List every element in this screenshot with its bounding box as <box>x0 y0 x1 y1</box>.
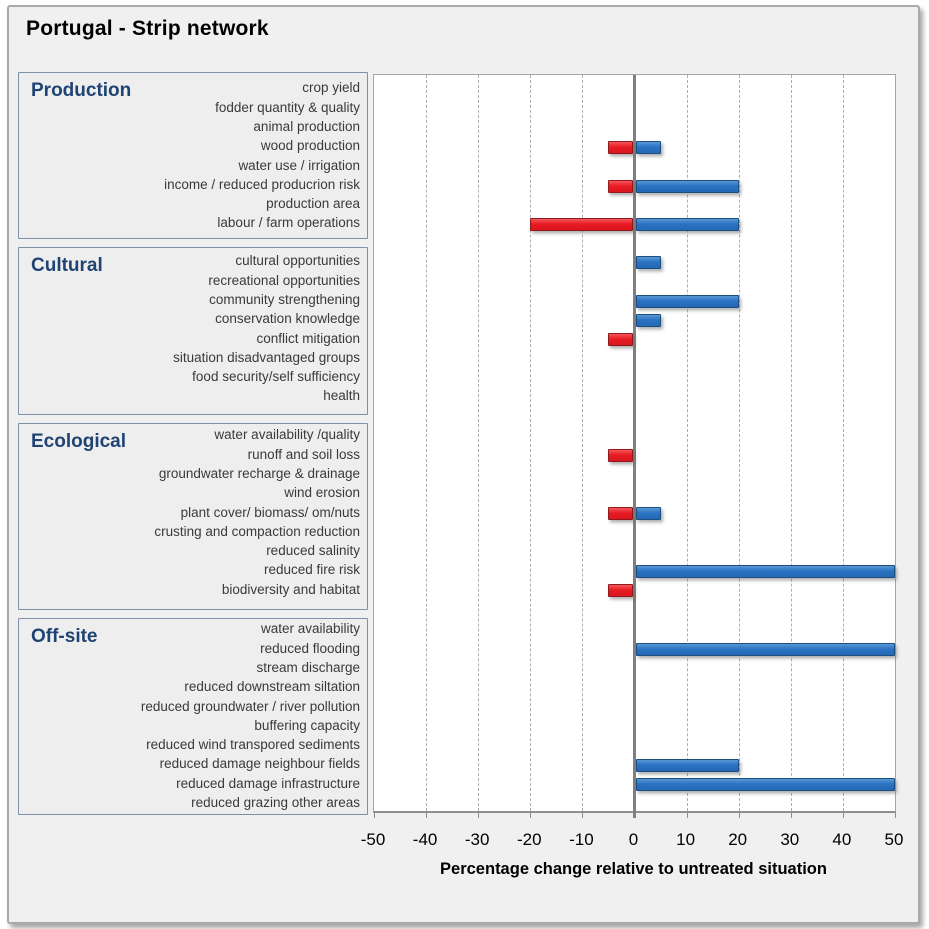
row-label: plant cover/ biomass/ om/nuts <box>180 504 360 520</box>
section-box-production: Production crop yield fodder quantity & qu… <box>18 72 368 239</box>
bar-positive <box>636 294 739 308</box>
bar-negative <box>608 333 633 347</box>
section-heading: Production <box>31 80 132 101</box>
bar-positive <box>636 778 895 792</box>
row-label: situation disadvantaged groups <box>173 349 360 365</box>
bar-positive <box>636 643 895 657</box>
bar-negative <box>608 179 633 193</box>
row-label: reduced downstream siltation <box>184 679 360 695</box>
chart-title: Portugal - Strip network <box>26 17 269 40</box>
row-label: fodder quantity & quality <box>215 99 360 115</box>
gridline <box>426 75 428 811</box>
row-label: stream discharge <box>256 659 360 675</box>
row-label: animal production <box>253 118 360 134</box>
row-label: community strengthening <box>209 291 360 307</box>
row-label: health <box>323 388 360 404</box>
bar-positive <box>636 507 661 521</box>
gridline <box>478 75 480 811</box>
bar-negative <box>530 218 633 232</box>
bar-positive <box>636 179 739 193</box>
gridline <box>530 75 532 811</box>
gridline <box>842 75 844 811</box>
row-label: reduced groundwater / river pollution <box>140 698 360 714</box>
x-axis-tickmark <box>895 813 896 818</box>
x-tick-label: -50 <box>360 830 386 849</box>
x-axis-tickmark <box>478 813 480 818</box>
bar-negative <box>608 507 633 521</box>
section-heading: Ecological <box>31 431 127 452</box>
row-label: reduced salinity <box>266 543 360 559</box>
x-tick-label: -10 <box>569 830 594 849</box>
x-tick-label: 40 <box>832 830 852 849</box>
row-label: crusting and compaction reduction <box>154 523 360 539</box>
x-tick-label: -40 <box>412 830 438 849</box>
bar-positive <box>636 313 661 327</box>
row-label: reduced flooding <box>260 640 360 656</box>
section-heading: Off-site <box>31 626 98 647</box>
x-axis-tickmark <box>738 813 740 818</box>
row-label: reduced fire risk <box>263 562 360 578</box>
row-label: labour / farm operations <box>217 215 360 231</box>
row-label: groundwater recharge & drainage <box>158 465 360 481</box>
x-axis-tickmark <box>426 813 428 818</box>
gridline <box>738 75 740 811</box>
x-axis-tickmark <box>374 813 375 818</box>
bar-negative <box>608 584 633 598</box>
x-tick-label: 50 <box>884 830 904 849</box>
section-box-ecological: Ecological water availability /quality run… <box>18 423 368 610</box>
bar-positive <box>636 565 895 579</box>
section-box-cultural: Cultural cultural opportunities recreation… <box>18 247 368 415</box>
row-label: reduced damage neighbour fields <box>159 756 360 772</box>
row-label: conflict mitigation <box>256 330 360 346</box>
row-label: reduced damage infrastructure <box>176 775 360 791</box>
row-label: crop yield <box>302 80 360 96</box>
x-tick-label: 0 <box>628 830 639 849</box>
bar-positive <box>636 256 661 269</box>
x-tick-label: -20 <box>517 830 542 849</box>
row-label: reduced grazing other areas <box>191 795 360 811</box>
zero-axis-line <box>633 75 636 818</box>
section-heading: Cultural <box>31 255 103 276</box>
row-label: reduced wind transpored sediments <box>146 737 360 753</box>
row-label: runoff and soil loss <box>247 446 360 462</box>
bar-positive <box>636 218 739 232</box>
plot-area <box>373 74 896 818</box>
section-box-off-site: Off-site water availability reduced floodi… <box>18 618 368 815</box>
x-tick-label: -30 <box>464 830 490 849</box>
row-label: production area <box>266 196 360 212</box>
gridline <box>686 75 688 811</box>
x-axis-title: Percentage change relative to untreated … <box>440 860 827 878</box>
gridline <box>790 75 792 811</box>
bar-positive <box>636 140 661 154</box>
row-label: conservation knowledge <box>215 311 360 327</box>
x-axis-tickmark <box>842 813 844 818</box>
x-axis-tickmark <box>582 813 584 818</box>
row-label: buffering capacity <box>254 717 360 733</box>
row-label: water use / irrigation <box>238 157 360 173</box>
row-label: recreational opportunities <box>208 272 360 288</box>
x-axis-tickmark <box>790 813 792 818</box>
bar-negative <box>608 140 633 154</box>
x-axis-tickmark <box>530 813 532 818</box>
row-label: income / reduced producrion risk <box>164 176 360 192</box>
row-label: water availability /quality <box>214 427 360 443</box>
row-label: wind erosion <box>284 485 360 501</box>
x-tick-label: 10 <box>676 830 696 849</box>
row-label: food security/self sufficiency <box>192 369 360 385</box>
row-label: biodiversity and habitat <box>221 581 360 597</box>
gridline <box>582 75 584 811</box>
row-label: water availability <box>260 621 360 637</box>
x-tick-label: 20 <box>728 830 748 849</box>
row-label: cultural opportunities <box>235 253 360 269</box>
x-tick-label: 30 <box>780 830 800 849</box>
x-axis-tickmark <box>686 813 688 818</box>
bar-positive <box>636 759 739 773</box>
bar-negative <box>608 449 633 463</box>
row-label: wood production <box>260 138 360 154</box>
